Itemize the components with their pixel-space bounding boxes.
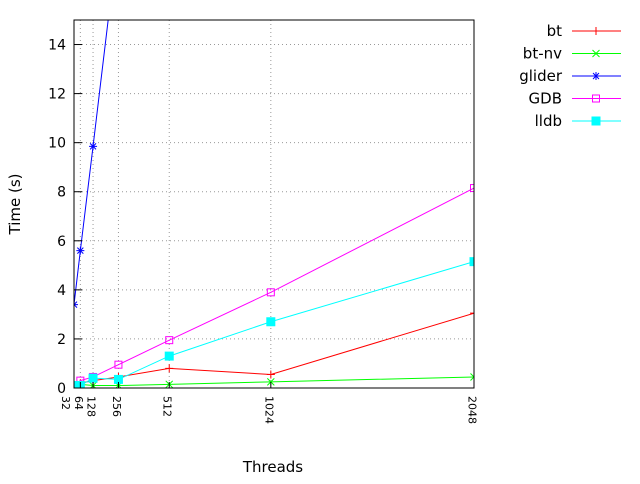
x-tick-label: 64 (72, 396, 85, 410)
legend-item: glider (519, 67, 621, 85)
y-tick-label: 0 (57, 381, 66, 397)
series-lldb (74, 257, 474, 388)
x-tick-label: 2048 (466, 396, 479, 424)
data-point (164, 351, 174, 361)
x-tick-label: 1024 (262, 396, 275, 424)
legend-label: glider (519, 67, 563, 85)
legend-label: bt (547, 22, 563, 40)
y-tick-label: 2 (57, 332, 66, 348)
data-point (592, 27, 600, 35)
y-tick-label: 10 (48, 136, 66, 152)
ticks: 0 2 4 6 8 10 12 14 32 64 128 256 512 1024 2048 (48, 38, 478, 424)
data-point (165, 336, 174, 345)
data-point (114, 360, 123, 369)
series-gdb (74, 184, 474, 388)
data-point (89, 142, 98, 151)
data-point (592, 94, 600, 103)
y-tick-label: 6 (57, 234, 66, 250)
legend-item: lldb (535, 112, 621, 130)
series-group (74, 20, 474, 388)
plot-border (73, 19, 475, 389)
data-point (591, 116, 601, 126)
y-tick-label: 8 (57, 185, 66, 201)
data-point (88, 373, 98, 383)
data-point (266, 288, 275, 297)
legend-label: lldb (535, 112, 562, 130)
legend-label: bt-nv (523, 45, 562, 63)
data-point (592, 49, 600, 58)
data-point (470, 184, 474, 193)
legend-item: GDB (529, 90, 621, 108)
series-glider (74, 20, 109, 309)
data-point (470, 373, 474, 381)
data-point (76, 246, 85, 255)
y-tick-label: 12 (48, 87, 66, 103)
legend-label: GDB (529, 90, 562, 108)
legend-item: bt (547, 22, 621, 40)
data-point (266, 378, 275, 386)
data-point (470, 309, 474, 318)
data-point (165, 364, 174, 373)
series-line (74, 20, 109, 305)
grid (74, 20, 474, 388)
x-tick-label: 32 (59, 396, 72, 410)
y-tick-label: 4 (57, 283, 66, 299)
y-tick-label: 14 (48, 38, 66, 54)
x-axis-label: Threads (242, 458, 303, 476)
legend: bt bt-nv glider GDB lldb (519, 22, 621, 130)
series-line (74, 187, 474, 386)
x-tick-label: 128 (85, 396, 98, 417)
data-point (469, 257, 474, 267)
y-axis-label: Time (s) (6, 174, 24, 236)
data-point (592, 72, 600, 80)
x-tick-label: 512 (161, 396, 174, 417)
legend-item: bt-nv (523, 45, 621, 63)
series-bt-nv (74, 373, 474, 388)
x-tick-label: 256 (110, 396, 123, 417)
data-point (266, 370, 275, 379)
data-point (266, 317, 276, 327)
